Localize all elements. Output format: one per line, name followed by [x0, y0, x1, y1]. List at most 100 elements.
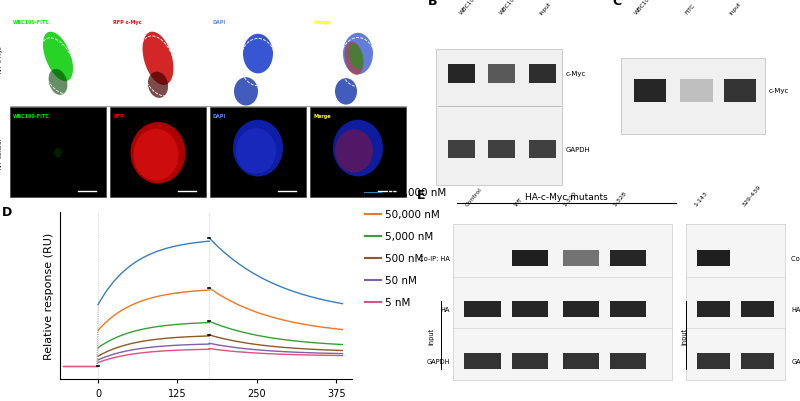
100,000 nM	[248, 271, 258, 276]
Text: WT: WT	[514, 196, 524, 207]
Bar	[454, 225, 672, 380]
50 nM	[248, 347, 258, 352]
Ellipse shape	[335, 79, 357, 105]
5 nM	[274, 352, 284, 356]
Bar	[610, 251, 646, 266]
Text: WBC100-FITC: WBC100-FITC	[13, 20, 50, 24]
Line: 5 nM: 5 nM	[209, 349, 342, 356]
Bar	[310, 108, 406, 198]
100,000 nM	[204, 236, 214, 241]
Text: Co-IP: HA: Co-IP: HA	[419, 255, 450, 261]
Line: 500 nM: 500 nM	[209, 335, 342, 350]
50 nM	[297, 350, 306, 355]
Line: 5,000 nM: 5,000 nM	[209, 322, 342, 345]
Y-axis label: Relative response (RU): Relative response (RU)	[45, 232, 54, 359]
50 nM	[314, 351, 324, 356]
5,000 nM	[204, 319, 214, 324]
Text: Input: Input	[429, 327, 434, 344]
500 nM	[314, 347, 324, 352]
Text: DAPI: DAPI	[213, 114, 226, 119]
100,000 nM	[297, 292, 306, 297]
Text: Merge: Merge	[313, 20, 330, 24]
Ellipse shape	[236, 129, 276, 174]
Bar	[529, 65, 556, 84]
Bar	[610, 302, 646, 318]
Ellipse shape	[348, 45, 364, 70]
5 nM	[297, 352, 306, 357]
Text: C: C	[612, 0, 621, 8]
Bar	[686, 225, 785, 380]
Ellipse shape	[335, 130, 373, 173]
Bar	[489, 65, 515, 84]
50,000 nM	[279, 318, 289, 323]
Bar	[724, 80, 756, 103]
5,000 nM	[314, 341, 324, 346]
Bar	[464, 302, 501, 318]
5 nM	[279, 352, 289, 357]
5 nM	[248, 350, 258, 355]
Text: 1-320: 1-320	[562, 190, 578, 207]
Ellipse shape	[343, 34, 373, 75]
Ellipse shape	[130, 123, 186, 184]
500 nM	[257, 343, 266, 348]
50,000 nM	[274, 317, 284, 322]
Text: 500 nM: 500 nM	[385, 253, 423, 263]
Text: 5 nM: 5 nM	[385, 297, 410, 307]
Text: WBC100+WBC100-FITC: WBC100+WBC100-FITC	[498, 0, 547, 16]
50,000 nM	[204, 286, 214, 291]
Bar	[110, 203, 206, 292]
Text: RFP c-Myc: RFP c-Myc	[113, 20, 142, 24]
Ellipse shape	[49, 70, 67, 95]
Bar	[210, 108, 306, 198]
50 nM	[274, 349, 284, 354]
Text: HA-c-Myc mutants: HA-c-Myc mutants	[525, 192, 608, 201]
Text: D: D	[2, 206, 12, 219]
Bar	[310, 203, 406, 292]
Bar	[634, 80, 666, 103]
Text: 1-328: 1-328	[612, 190, 627, 207]
50,000 nM	[314, 324, 324, 329]
5,000 nM	[274, 337, 284, 342]
5,000 nM	[338, 342, 347, 347]
500 nM	[297, 346, 306, 351]
Ellipse shape	[43, 32, 73, 82]
50,000 nM	[338, 327, 347, 332]
Text: c-Myc: c-Myc	[566, 71, 586, 77]
100,000 nM	[338, 302, 347, 306]
50 nM	[279, 349, 289, 354]
Ellipse shape	[345, 43, 363, 76]
5 nM	[257, 351, 266, 356]
Ellipse shape	[234, 78, 258, 106]
Bar	[698, 302, 730, 318]
Text: Input: Input	[729, 1, 742, 16]
Line: 50 nM: 50 nM	[209, 343, 342, 354]
Text: Control: Control	[464, 186, 483, 207]
50,000 nM	[297, 322, 306, 326]
Bar	[698, 353, 730, 369]
Text: 100,000 nM: 100,000 nM	[385, 188, 446, 197]
Text: 50 nM: 50 nM	[385, 275, 417, 285]
Text: DAPI: DAPI	[213, 20, 226, 24]
Text: HA: HA	[441, 307, 450, 313]
Text: 5,000 nM: 5,000 nM	[385, 231, 434, 241]
Text: 50,000 nM: 50,000 nM	[385, 209, 440, 219]
Line: 50,000 nM: 50,000 nM	[209, 288, 342, 330]
Bar	[698, 251, 730, 266]
Text: GAPDH: GAPDH	[566, 147, 590, 153]
Line: 100,000 nM: 100,000 nM	[209, 238, 342, 304]
500 nM	[274, 345, 284, 350]
Bar	[10, 203, 106, 292]
Ellipse shape	[233, 120, 283, 177]
50,000 nM	[257, 312, 266, 317]
Text: FITC: FITC	[684, 3, 696, 16]
Text: RFP-c-Myc: RFP-c-Myc	[0, 45, 2, 73]
Bar	[512, 302, 548, 318]
Text: GAPDH: GAPDH	[791, 358, 800, 364]
Bar	[741, 353, 774, 369]
500 nM	[338, 348, 347, 353]
Ellipse shape	[54, 149, 62, 158]
Bar	[529, 140, 556, 159]
Bar	[464, 353, 501, 369]
Text: RFP: RFP	[113, 114, 124, 119]
Bar	[680, 80, 713, 103]
